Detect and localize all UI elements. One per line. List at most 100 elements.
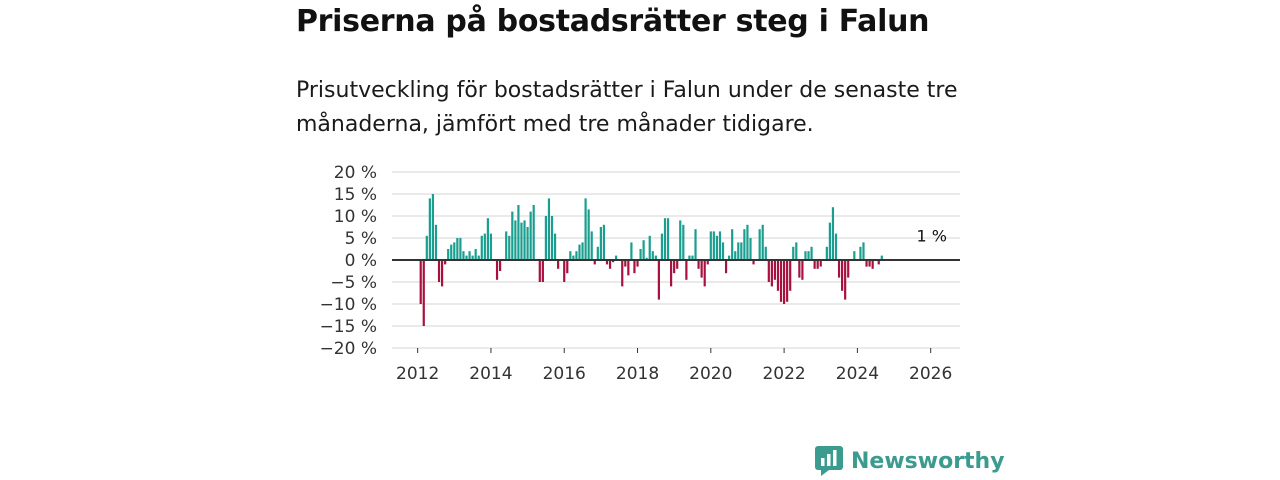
bar xyxy=(828,222,831,260)
y-tick-label: −15 % xyxy=(320,317,377,337)
bar xyxy=(868,260,871,267)
bar xyxy=(572,255,575,260)
bar xyxy=(682,224,685,260)
bar xyxy=(627,260,630,276)
bar xyxy=(673,260,676,274)
bar xyxy=(651,251,654,260)
bar xyxy=(712,231,715,260)
bar xyxy=(697,260,700,269)
bar xyxy=(825,246,828,260)
bar xyxy=(630,242,633,260)
bar xyxy=(557,260,560,269)
bar xyxy=(474,249,477,260)
bar xyxy=(752,260,755,265)
bar xyxy=(602,224,606,260)
bar xyxy=(480,235,483,260)
bar xyxy=(834,233,838,260)
bar xyxy=(676,260,679,269)
bar xyxy=(691,255,694,260)
bar xyxy=(505,231,508,260)
bar xyxy=(688,255,691,260)
x-tick-label: 2020 xyxy=(689,364,732,384)
newsworthy-logo-icon xyxy=(815,446,843,476)
bar xyxy=(724,260,728,274)
y-tick-label: −5 % xyxy=(330,273,377,293)
bar xyxy=(795,242,798,260)
bar xyxy=(779,260,783,302)
bar-chart: 20 %15 %10 %5 %0 %−5 %−10 %−15 %−20 % 20… xyxy=(320,163,960,384)
x-tick-label: 2014 xyxy=(469,364,512,384)
bar xyxy=(728,255,731,260)
bar xyxy=(776,260,780,291)
bar xyxy=(590,231,593,260)
bar xyxy=(615,255,618,260)
y-tick-label: 10 % xyxy=(334,207,377,227)
bar xyxy=(844,260,847,300)
bar xyxy=(798,260,801,278)
bar xyxy=(508,235,511,260)
brand-logo: Newsworthy xyxy=(815,446,1005,476)
bar xyxy=(877,260,880,265)
bar xyxy=(468,251,471,260)
bar xyxy=(465,255,468,260)
bar xyxy=(621,260,624,287)
x-tick-label: 2022 xyxy=(762,364,805,384)
y-tick-label: −20 % xyxy=(320,339,377,359)
x-tick-label: 2016 xyxy=(543,364,586,384)
bar xyxy=(685,260,688,280)
bar xyxy=(853,251,856,260)
bar xyxy=(526,227,529,260)
bar xyxy=(731,229,734,260)
bar xyxy=(865,260,868,267)
bar xyxy=(514,220,517,260)
annotations: 1 % xyxy=(916,227,946,246)
bar xyxy=(734,251,737,260)
brand-name: Newsworthy xyxy=(851,448,1005,474)
bar xyxy=(608,260,612,269)
bar xyxy=(593,260,596,265)
bar xyxy=(425,235,428,260)
bar xyxy=(584,198,587,260)
bar xyxy=(563,260,566,282)
bar xyxy=(819,260,822,267)
y-tick-label: 5 % xyxy=(345,229,377,249)
bar xyxy=(743,229,746,260)
bar xyxy=(431,194,435,260)
bar xyxy=(489,233,493,260)
bar xyxy=(447,249,450,260)
bar xyxy=(831,207,835,260)
bar xyxy=(657,260,660,300)
bar xyxy=(703,260,706,287)
bar xyxy=(721,242,725,260)
bar xyxy=(462,251,465,260)
bar xyxy=(880,255,883,260)
bar xyxy=(740,242,743,260)
bar xyxy=(770,260,773,287)
bar xyxy=(648,235,651,260)
bar xyxy=(761,224,764,260)
bar xyxy=(841,260,844,291)
bar xyxy=(569,251,572,260)
bar xyxy=(529,211,532,260)
bar xyxy=(636,260,639,267)
bar xyxy=(813,260,816,269)
bar xyxy=(605,260,609,265)
x-tick-label: 2024 xyxy=(836,364,879,384)
bar xyxy=(471,255,474,260)
x-tick-label: 2012 xyxy=(396,364,439,384)
bar xyxy=(520,222,523,260)
latest-value-label: 1 % xyxy=(916,227,946,246)
bar xyxy=(444,260,447,265)
bar xyxy=(639,249,642,260)
chart-subtitle: Prisutveckling för bostadsrätter i Falun… xyxy=(296,78,958,137)
bar xyxy=(483,233,486,260)
bar xyxy=(495,260,499,280)
bar xyxy=(459,238,462,260)
bar xyxy=(786,260,789,302)
bar xyxy=(477,255,480,260)
bar xyxy=(871,260,874,269)
bar xyxy=(434,224,438,260)
bar xyxy=(428,198,431,260)
bar xyxy=(437,260,441,282)
y-tick-label: 0 % xyxy=(345,251,377,271)
